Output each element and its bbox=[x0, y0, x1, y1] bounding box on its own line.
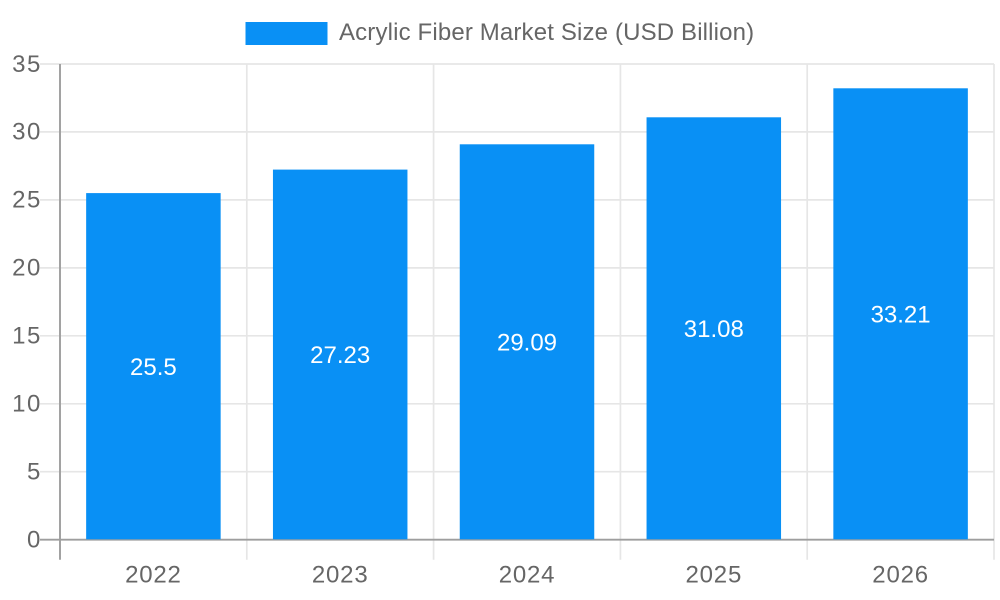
svg-text:0: 0 bbox=[27, 527, 42, 554]
svg-text:35: 35 bbox=[12, 51, 42, 78]
svg-text:2026: 2026 bbox=[872, 561, 929, 588]
svg-text:5: 5 bbox=[27, 459, 42, 486]
svg-text:Acrylic Fiber Market Size (USD: Acrylic Fiber Market Size (USD Billion) bbox=[339, 19, 754, 46]
svg-text:31.08: 31.08 bbox=[684, 316, 744, 343]
svg-text:27.23: 27.23 bbox=[310, 342, 370, 369]
svg-text:30: 30 bbox=[12, 119, 42, 146]
svg-text:29.09: 29.09 bbox=[497, 330, 557, 357]
svg-text:33.21: 33.21 bbox=[871, 302, 931, 329]
svg-text:10: 10 bbox=[12, 391, 42, 418]
svg-text:2024: 2024 bbox=[499, 561, 556, 588]
svg-text:25.5: 25.5 bbox=[130, 354, 177, 381]
svg-text:15: 15 bbox=[12, 323, 42, 350]
svg-text:2025: 2025 bbox=[686, 561, 743, 588]
svg-text:2022: 2022 bbox=[125, 561, 182, 588]
svg-text:20: 20 bbox=[12, 255, 42, 282]
svg-text:2023: 2023 bbox=[312, 561, 369, 588]
svg-text:25: 25 bbox=[12, 187, 42, 214]
